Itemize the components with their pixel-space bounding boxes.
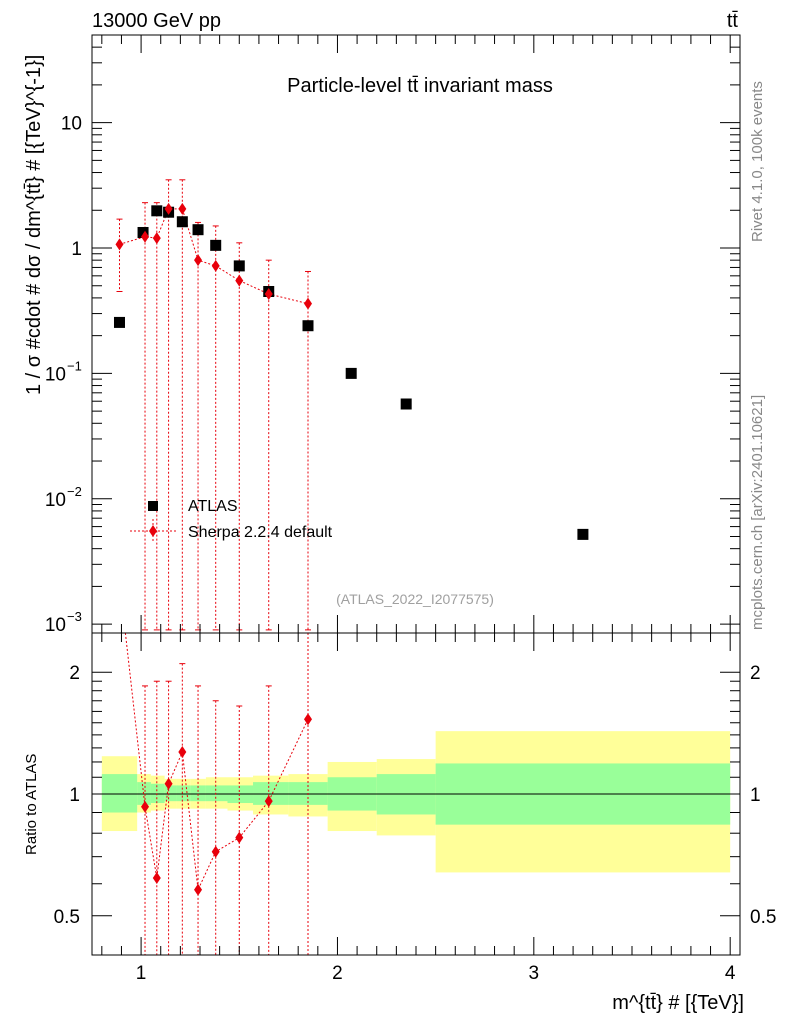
sherpa-data-point bbox=[194, 254, 203, 267]
uncertainty-band-inner bbox=[137, 782, 151, 805]
ratio-y-tick-label-right: 1 bbox=[750, 785, 761, 806]
ratio-sherpa-point bbox=[235, 831, 244, 844]
sherpa-data-point bbox=[304, 297, 312, 310]
collision-label: 13000 GeV pp bbox=[92, 10, 221, 32]
ratio-panel: 0.5 0.5 1 1 2 2 1 2 3 4 Ratio to ATLAS m^{tt̄} #… bbox=[23, 632, 777, 1014]
uncertainty-band-inner bbox=[190, 785, 206, 802]
main-title: Particle-level tt̄ invariant mass bbox=[287, 75, 553, 97]
main-y-tick-exponent: −2 bbox=[67, 484, 82, 499]
atlas-data-point bbox=[577, 528, 589, 540]
sherpa-data-point bbox=[178, 202, 187, 215]
uncertainty-band-inner bbox=[150, 783, 165, 804]
atlas-data-point bbox=[302, 320, 314, 332]
ratio-y-tick-label-left: 1 bbox=[69, 785, 80, 806]
main-y-tick-exponent: −1 bbox=[67, 358, 82, 373]
ratio-sherpa-point bbox=[194, 883, 203, 896]
ratio-y-axis-label: Ratio to ATLAS bbox=[23, 754, 40, 855]
main-y-tick-label: 10 bbox=[45, 364, 66, 385]
atlas-data-point bbox=[113, 316, 125, 328]
atlas-data-point bbox=[151, 205, 163, 217]
atlas-data-point bbox=[192, 224, 204, 236]
ratio-sherpa-point bbox=[141, 800, 150, 813]
ratio-y-tick-label-right: 0.5 bbox=[750, 907, 776, 928]
atlas-data-point bbox=[210, 239, 222, 251]
process-label: tt̄ bbox=[727, 10, 739, 32]
uncertainty-band-inner bbox=[176, 785, 191, 802]
uncertainty-band-inner bbox=[205, 785, 228, 802]
legend-atlas-label: ATLAS bbox=[188, 498, 238, 515]
ratio-y-tick-label-right: 2 bbox=[750, 663, 761, 684]
ratio-x-tick-label: 2 bbox=[332, 963, 343, 984]
mcplots-label: mcplots.cern.ch [arXiv:2401.10621] bbox=[749, 395, 766, 630]
rivet-label: Rivet 4.1.0, 100k events bbox=[749, 81, 766, 242]
ratio-x-axis: 1 2 3 4 bbox=[101, 633, 736, 984]
legend: ATLAS Sherpa 2.2.4 default bbox=[130, 498, 333, 543]
legend-sherpa-label: Sherpa 2.2.4 default bbox=[188, 524, 333, 541]
atlas-data-point bbox=[137, 226, 149, 238]
atlas-data-point bbox=[176, 216, 188, 228]
sherpa-data-point bbox=[235, 274, 244, 287]
atlas-data-point bbox=[233, 260, 245, 272]
ratio-x-tick-label: 1 bbox=[136, 963, 147, 984]
legend-sherpa-marker bbox=[149, 525, 157, 537]
ratio-sherpa-point bbox=[264, 795, 273, 808]
sherpa-data-point bbox=[211, 259, 220, 272]
sherpa-data-point bbox=[141, 230, 150, 243]
main-plot-area bbox=[113, 179, 589, 631]
sherpa-line bbox=[119, 208, 309, 305]
uncertainty-band-inner bbox=[253, 782, 289, 805]
analysis-tag: (ATLAS_2022_I2077575) bbox=[336, 591, 494, 607]
ratio-x-tick-label: 4 bbox=[725, 963, 736, 984]
main-y-tick-label: 1 bbox=[71, 239, 82, 260]
ratio-sherpa-point bbox=[164, 777, 173, 790]
sherpa-data-point bbox=[164, 202, 173, 215]
ratio-x-tick-label: 3 bbox=[529, 963, 540, 984]
ratio-y-axis: 0.5 0.5 1 1 2 2 bbox=[54, 663, 777, 928]
ratio-y-tick-label-left: 2 bbox=[69, 663, 80, 684]
ratio-plot-area bbox=[92, 632, 740, 955]
ratio-sherpa-line bbox=[124, 632, 309, 892]
atlas-data-point bbox=[345, 367, 357, 379]
main-y-tick-label: 10 bbox=[45, 615, 66, 636]
legend-atlas-marker bbox=[148, 501, 158, 511]
sherpa-data-point bbox=[152, 232, 161, 245]
ratio-sherpa-point bbox=[152, 871, 161, 884]
atlas-data-point bbox=[400, 398, 412, 410]
sherpa-data-point bbox=[115, 238, 124, 251]
sherpa-data-point bbox=[264, 287, 273, 300]
ratio-sherpa-point bbox=[304, 713, 312, 726]
ratio-sherpa-point bbox=[178, 746, 187, 759]
uncertainty-band-inner bbox=[101, 774, 138, 813]
uncertainty-band-inner bbox=[164, 785, 177, 802]
ratio-sherpa-point bbox=[211, 845, 220, 858]
main-y-tick-label: 10 bbox=[45, 490, 66, 511]
main-x-ticks bbox=[101, 35, 731, 633]
x-axis-label: m^{tt̄} # [{TeV}] bbox=[612, 992, 744, 1014]
main-y-axis-label: 1 / σ #cdot # dσ / dm^{tt̄} # [{TeV}^{-1… bbox=[23, 55, 45, 395]
main-y-tick-exponent: −3 bbox=[67, 609, 82, 624]
main-y-tick-label: 10 bbox=[61, 114, 82, 135]
main-frame bbox=[91, 34, 741, 634]
ratio-y-tick-label-left: 0.5 bbox=[54, 907, 80, 928]
